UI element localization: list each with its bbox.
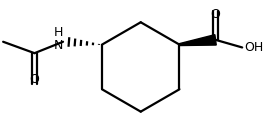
Polygon shape: [179, 35, 216, 46]
Text: OH: OH: [244, 41, 263, 54]
Text: N: N: [54, 39, 63, 52]
Text: H: H: [54, 26, 63, 39]
Text: O: O: [30, 73, 39, 86]
Text: O: O: [211, 8, 220, 22]
